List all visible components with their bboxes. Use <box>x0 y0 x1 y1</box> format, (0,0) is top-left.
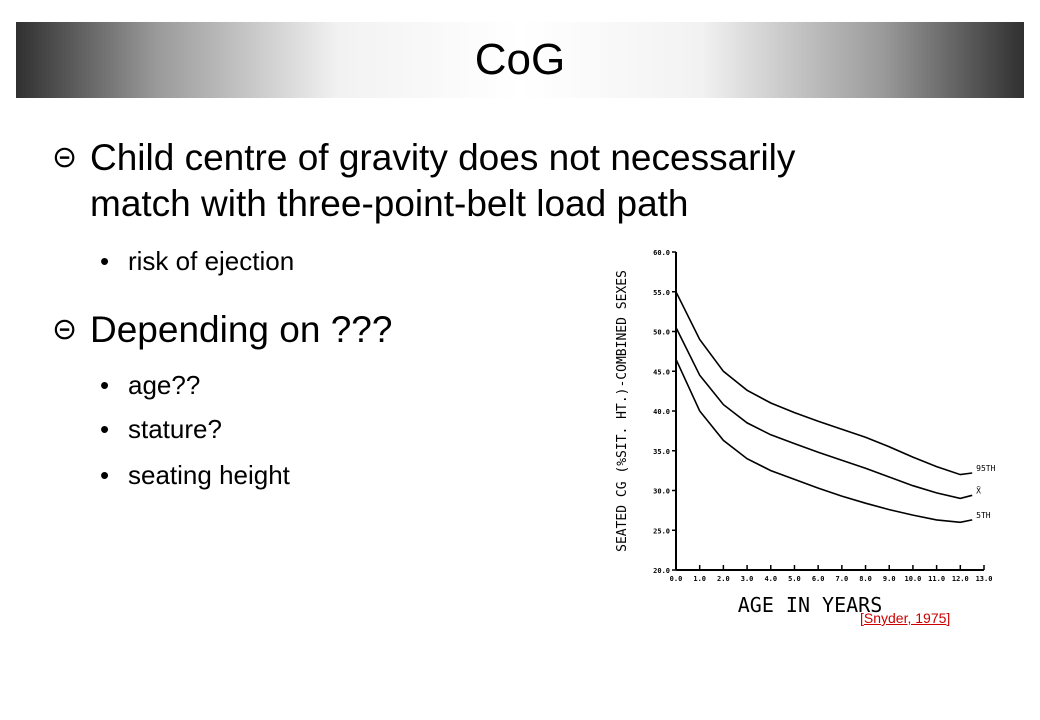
x-tick-label: 13.0 <box>976 575 993 583</box>
title-bar: CoG <box>16 22 1024 98</box>
bullet-symbol-icon: ⊝ <box>52 313 78 346</box>
y-tick-label: 25.0 <box>653 527 670 535</box>
bullet-line-2: match with three-point-belt load path <box>90 183 689 224</box>
x-axis-title: AGE IN YEARS <box>738 593 883 617</box>
series-line-3 <box>675 358 973 524</box>
sub-bullet-risk-of-ejection: • risk of ejection <box>100 246 294 276</box>
y-tick-label: 55.0 <box>653 289 670 297</box>
series-label-1: 95TH <box>976 464 995 473</box>
sub-bullet-dot-icon: • <box>100 370 110 400</box>
y-tick-label: 50.0 <box>653 329 670 337</box>
x-tick-label: 7.0 <box>836 575 849 583</box>
x-tick-label: 6.0 <box>812 575 825 583</box>
x-tick-label: 5.0 <box>788 575 801 583</box>
sub-bullet-age: • age?? <box>100 370 200 400</box>
y-tick-label: 45.0 <box>653 368 670 376</box>
sub-bullet-text: age?? <box>128 370 201 400</box>
x-tick-label: 10.0 <box>904 575 921 583</box>
citation-close-bracket: ] <box>946 610 951 626</box>
x-tick-label: 4.0 <box>764 575 777 583</box>
x-tick-label: 0.0 <box>670 575 683 583</box>
series-line-2 <box>675 327 973 500</box>
sub-bullet-dot-icon: • <box>100 246 110 276</box>
y-tick-label: 60.0 <box>653 249 670 257</box>
citation-link[interactable]: Snyder, 1975 <box>863 610 947 626</box>
sub-bullet-text: seating height <box>128 460 290 490</box>
y-tick-label: 40.0 <box>653 408 670 416</box>
y-tick-label: 35.0 <box>653 448 670 456</box>
sub-bullet-dot-icon: • <box>100 414 110 444</box>
series-label-3: 5TH <box>976 511 991 520</box>
x-tick-label: 2.0 <box>717 575 730 583</box>
x-tick-label: 1.0 <box>693 575 706 583</box>
sub-bullet-dot-icon: • <box>100 460 110 490</box>
bullet-line-1: Depending on ??? <box>90 309 393 350</box>
seated-cg-chart: 20.0 25.0 30.0 35.0 40.0 45.0 50.0 55.0 60.0 0.0 1… <box>615 249 996 617</box>
sub-bullet-text: risk of ejection <box>128 246 295 276</box>
series-label-2: X̄ <box>976 485 981 495</box>
citation-open-bracket: [ <box>860 610 864 626</box>
y-axis-title: SEATED CG (%SIT. HT.)-COMBINED SEXES <box>615 270 630 552</box>
citation: [Snyder, 1975] <box>860 610 950 626</box>
series-line-1 <box>675 291 973 476</box>
y-tick-label: 20.0 <box>653 567 670 575</box>
slide-title: CoG <box>474 35 566 84</box>
sub-bullet-stature: • stature? <box>100 414 222 444</box>
sub-bullet-text: stature? <box>128 414 222 444</box>
bullet-symbol-icon: ⊝ <box>52 141 78 174</box>
bullet-line-1: Child centre of gravity does not necessa… <box>90 137 796 178</box>
x-tick-label: 3.0 <box>741 575 754 583</box>
x-tick-label: 8.0 <box>859 575 872 583</box>
y-tick-label: 30.0 <box>653 488 670 496</box>
x-tick-label: 12.0 <box>952 575 969 583</box>
sub-bullet-seating-height: • seating height <box>100 460 290 490</box>
x-tick-label: 9.0 <box>883 575 896 583</box>
x-tick-label: 11.0 <box>928 575 945 583</box>
